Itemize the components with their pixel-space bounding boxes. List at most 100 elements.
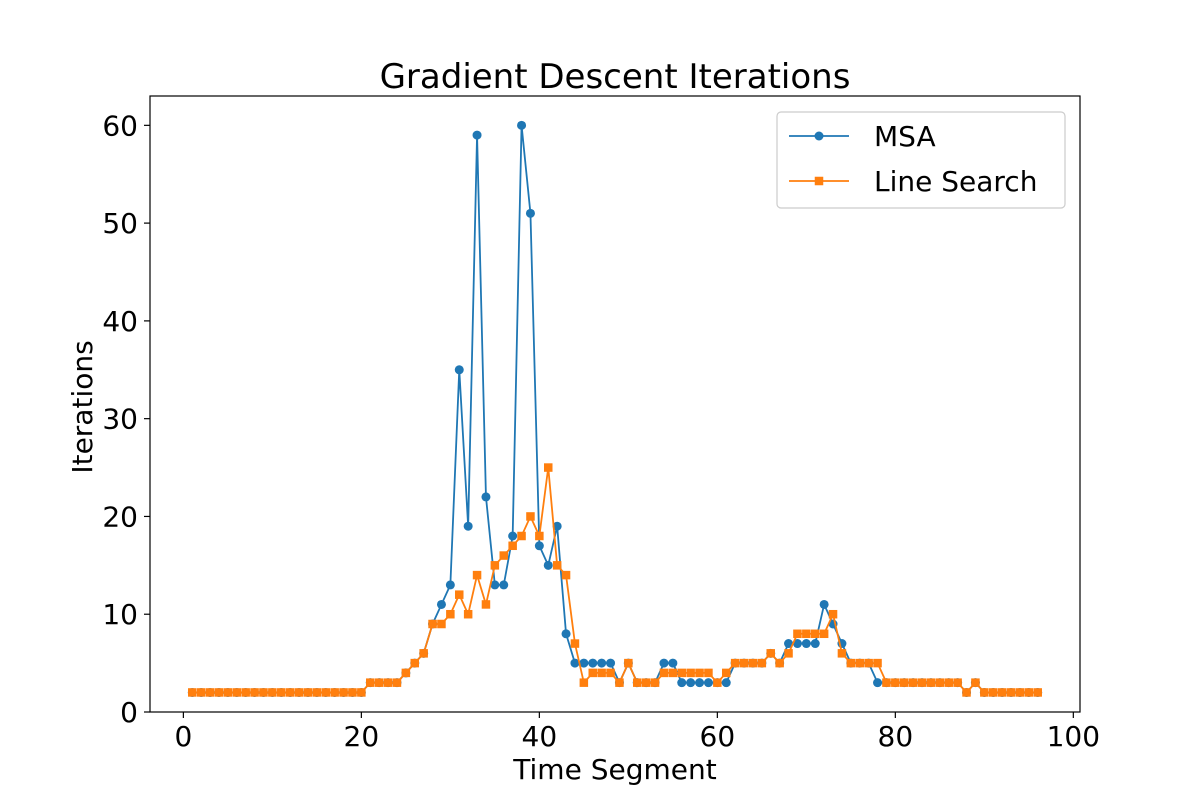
data-point-line-search [659,668,669,678]
y-tick-label: 30 [102,403,138,436]
data-point-line-search [374,678,384,687]
data-point-line-search [695,668,704,678]
data-point-line-search [499,551,509,560]
data-point-msa [579,658,589,668]
data-point-line-search [855,658,864,668]
data-point-line-search [793,629,802,639]
data-point-line-search [739,658,749,668]
data-point-line-search [899,678,909,687]
data-point-msa [588,658,598,668]
data-point-line-search [632,678,642,687]
data-point-msa [597,658,607,668]
data-point-line-search [472,570,482,580]
data-point-line-search [561,570,571,580]
data-point-line-search [490,561,500,570]
data-point-line-search [802,629,811,639]
y-axis: 0 10 20 30 40 50 60 [102,109,150,729]
legend-swatch-marker [814,176,824,186]
data-point-line-search [917,678,927,687]
legend-item-msa: MSA [789,120,936,153]
data-point-msa [517,120,527,130]
data-point-line-search [321,688,331,697]
chart-title: Gradient Descent Iterations [380,57,851,97]
data-point-line-search [401,668,411,678]
x-tick-label: 20 [344,720,380,753]
y-tick-label: 50 [102,207,138,240]
data-point-line-search [721,668,731,678]
data-point-msa [695,678,705,688]
data-point-msa [810,639,820,649]
y-tick-label: 20 [102,500,138,533]
data-point-line-search [455,590,464,599]
x-axis: 0 20 40 60 80 100 [174,712,1100,753]
y-tick-label: 0 [120,696,138,729]
data-point-line-search [517,531,526,541]
data-point-line-search [615,678,624,687]
data-point-line-search [713,678,722,687]
data-point-line-search [241,688,250,697]
data-point-msa [499,580,509,590]
y-tick-label: 10 [102,598,138,631]
data-point-line-search [285,688,295,697]
data-point-line-search [935,678,945,687]
x-tick-label: 60 [700,720,736,753]
data-point-line-search [588,668,598,678]
data-point-line-search [926,678,936,687]
data-point-line-search [641,678,651,687]
data-point-line-search [294,688,304,697]
data-point-line-search [223,688,233,697]
data-point-line-search [775,658,784,668]
data-point-line-search [1024,688,1034,697]
data-point-line-search [428,619,437,629]
data-point-line-search [624,658,633,668]
data-point-line-search [392,678,402,687]
data-point-line-search [463,609,473,619]
data-point-line-search [357,688,366,697]
legend-entries: MSA Line Search [789,120,1037,198]
data-point-line-search [864,658,873,668]
data-point-line-search [250,688,259,697]
data-point-line-search [1015,688,1025,697]
plot-frame [149,95,1081,713]
data-point-line-search [570,639,580,648]
plot-area [149,95,1081,713]
data-point-line-search [268,688,277,697]
data-point-line-search [891,678,900,687]
data-point-line-search [214,688,224,697]
data-point-line-search [552,561,562,570]
data-point-line-search [544,463,553,472]
data-point-msa [490,580,500,590]
legend-swatch-marker [814,131,824,141]
data-point-msa [454,365,464,375]
data-point-line-search [196,688,206,697]
data-point-line-search [882,678,891,687]
x-tick-label: 0 [174,720,192,753]
data-point-line-search [597,668,606,678]
data-point-msa [873,678,883,688]
data-point-msa [703,678,713,688]
data-point-msa [606,658,616,668]
data-point-line-search [908,678,918,687]
data-point-line-search [526,512,535,521]
data-point-line-search [819,629,829,639]
data-point-line-search [410,658,420,668]
data-point-line-search [437,619,446,629]
data-point-line-search [303,688,313,697]
data-point-line-search [997,688,1007,697]
data-point-msa [481,492,491,502]
data-point-msa [792,639,802,649]
data-point-msa [463,521,473,531]
data-point-line-search [383,678,393,687]
legend-label: MSA [874,120,936,153]
data-point-line-search [686,668,695,678]
data-point-line-search [784,649,793,658]
data-point-line-search [944,678,953,687]
data-point-line-search [704,668,713,678]
data-point-msa [561,629,571,639]
data-point-msa [721,678,731,688]
data-point-line-search [668,668,678,678]
data-point-line-search [535,531,544,541]
data-point-line-search [606,668,615,678]
data-point-line-search [748,658,758,668]
